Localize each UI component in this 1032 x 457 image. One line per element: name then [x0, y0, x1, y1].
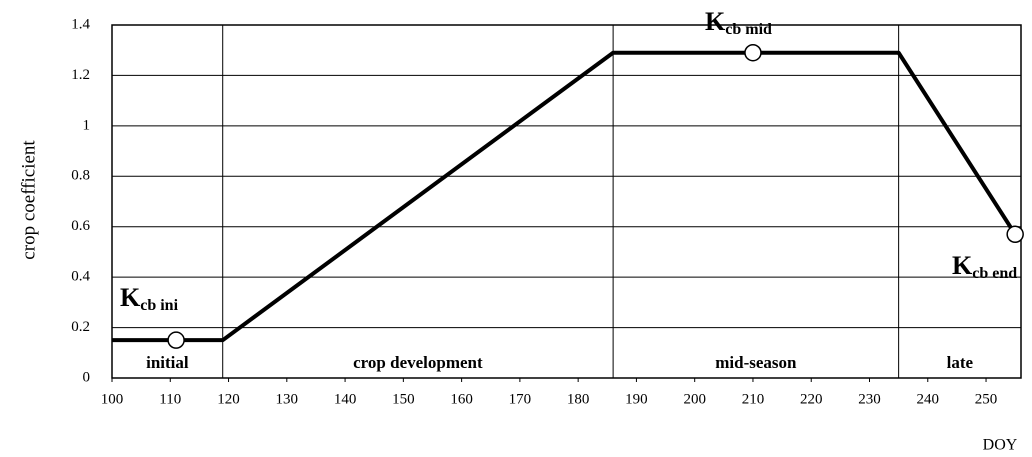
x-tick-label: 180: [567, 391, 590, 407]
y-tick-label: 1.4: [71, 16, 90, 32]
y-tick-label: 0: [83, 369, 91, 385]
stage-label: late: [947, 353, 974, 372]
x-tick-label: 190: [625, 391, 648, 407]
plot-frame: [111, 24, 1022, 379]
stage-label: mid-season: [715, 353, 797, 372]
x-tick-label: 210: [742, 391, 765, 407]
x-tick-label: 100: [101, 391, 124, 407]
x-tick-label: 230: [858, 391, 881, 407]
y-tick-label: 1.2: [71, 67, 90, 83]
annotation: Kcb ini: [120, 283, 179, 314]
x-tick-label: 220: [800, 391, 823, 407]
x-axis-label: DOY: [983, 437, 1018, 454]
annotation: Kcb end: [952, 251, 1017, 282]
x-tick-label: 140: [334, 391, 357, 407]
y-tick-label: 0.2: [71, 319, 90, 335]
kc-marker: [167, 331, 185, 349]
annotation-sub: cb mid: [725, 21, 772, 38]
stage-label: initial: [146, 353, 189, 372]
x-tick-label: 150: [392, 391, 415, 407]
kc-line: [112, 50, 1017, 343]
x-tick-label: 200: [683, 391, 706, 407]
y-axis-label: crop coefficient: [18, 140, 39, 260]
stage-label: crop development: [353, 353, 483, 372]
x-tick-label: 120: [217, 391, 240, 407]
annotation-main: K: [120, 283, 141, 312]
annotation-sub: cb end: [972, 265, 1017, 282]
y-tick-label: 0.4: [71, 269, 90, 285]
x-tick-label: 240: [917, 391, 940, 407]
x-tick-label: 160: [450, 391, 473, 407]
kc-marker: [744, 43, 762, 62]
annotation-sub: cb ini: [140, 297, 178, 314]
x-tick-label: 110: [159, 391, 181, 407]
x-tick-label: 170: [509, 391, 532, 407]
annotation-main: K: [705, 7, 726, 36]
y-tick-label: 1: [83, 117, 91, 133]
x-tick-label: 130: [276, 391, 299, 407]
annotation: Kcb mid: [705, 7, 772, 38]
x-tick-label: 250: [975, 391, 998, 407]
y-tick-label: 0.6: [71, 218, 90, 234]
annotation-main: K: [952, 251, 973, 280]
y-tick-label: 0.8: [71, 168, 90, 184]
kc-marker: [1006, 225, 1024, 244]
